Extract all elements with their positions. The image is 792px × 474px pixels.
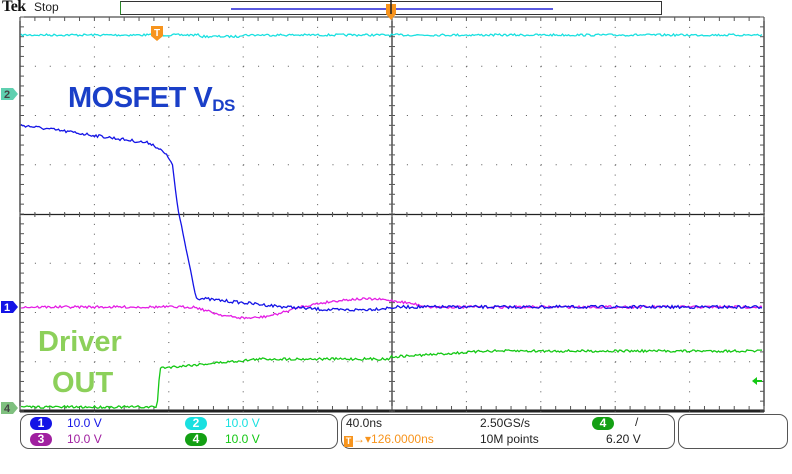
record-length[interactable]: 10M points xyxy=(480,432,539,446)
trace-ch1 xyxy=(20,123,763,312)
svg-text:4: 4 xyxy=(4,403,11,415)
trace-ch4 xyxy=(20,348,763,410)
ch3-badge[interactable]: 3 xyxy=(30,433,52,446)
ch1-ground-marker[interactable]: 1 xyxy=(1,301,18,314)
trace-ch2 xyxy=(20,32,763,39)
time-per-div[interactable]: 40.0ns xyxy=(346,416,383,430)
trigger-marker-icon[interactable]: T xyxy=(151,26,163,41)
trigger-level-arrow-icon[interactable] xyxy=(752,377,762,385)
vds-label-subscript: DS xyxy=(212,96,235,115)
ch4-badge[interactable]: 4 xyxy=(185,433,207,446)
sample-rate: 2.50GS/s xyxy=(480,416,531,430)
trigger-delay-value: 126.0000ns xyxy=(371,432,434,446)
vds-label-text: MOSFET V xyxy=(68,82,213,114)
svg-text:T: T xyxy=(154,28,160,39)
arrow-right-icon: →▾ xyxy=(353,432,372,446)
waveform-display[interactable]: T 2 1 4 xyxy=(0,0,792,420)
ch2-ground-marker[interactable]: 2 xyxy=(1,88,18,101)
ch3-scale[interactable]: 10.0 V xyxy=(67,432,102,446)
trigger-position-marker[interactable] xyxy=(386,0,396,20)
ch1-badge[interactable]: 1 xyxy=(30,417,52,430)
brand-logo: Tek xyxy=(2,0,26,15)
run-state[interactable]: Stop xyxy=(34,0,59,14)
trigger-slope-icon[interactable]: / xyxy=(635,415,639,429)
horizontal-trigger-readout-panel[interactable]: 40.0ns T →▾126.0000ns 2.50GS/s 10M points… xyxy=(341,414,675,449)
trigger-source-badge[interactable]: 4 xyxy=(592,417,614,430)
trigger-level[interactable]: 6.20 V xyxy=(606,432,641,446)
grid-dots xyxy=(19,16,765,412)
ch2-badge[interactable]: 2 xyxy=(185,417,207,430)
auxiliary-readout-panel xyxy=(678,414,788,449)
ch4-ground-marker[interactable]: 4 xyxy=(1,402,18,415)
svg-text:1: 1 xyxy=(4,302,10,314)
vertical-readout-panel[interactable]: 1 10.0 V 3 10.0 V 2 10.0 V 4 10.0 V xyxy=(20,414,338,449)
annotation-driver-line2: OUT xyxy=(52,367,114,399)
ch4-scale[interactable]: 10.0 V xyxy=(225,432,260,446)
trigger-delay[interactable]: T →▾126.0000ns xyxy=(344,432,434,447)
trigger-delay-icon: T xyxy=(344,436,353,447)
annotation-driver-line1: Driver xyxy=(38,326,122,358)
annotation-mosfet-vds: MOSFET VDS xyxy=(68,82,235,116)
ch2-scale[interactable]: 10.0 V xyxy=(225,416,260,430)
ch1-scale[interactable]: 10.0 V xyxy=(67,416,102,430)
svg-text:2: 2 xyxy=(4,89,10,101)
